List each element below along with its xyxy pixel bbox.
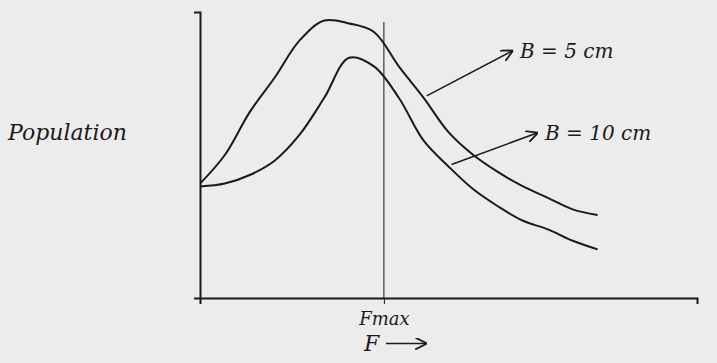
- chart: Fmax B = 5 cm B = 10 cm Population F: [0, 0, 717, 363]
- y-axis: [194, 13, 201, 299]
- guide-line: [383, 22, 384, 298]
- label-arrow: [427, 51, 512, 96]
- series-label: B = 5 cm: [519, 39, 613, 63]
- x-axis-line: [201, 299, 698, 305]
- label-arrow: [452, 133, 538, 164]
- x-tick-mark: [384, 298, 385, 304]
- x-axis-title: F: [363, 331, 380, 356]
- x-axis-arrow: [386, 343, 426, 345]
- curve: [200, 57, 598, 249]
- x-axis: Fmax: [201, 298, 698, 329]
- y-axis-title: Population: [7, 120, 127, 145]
- y-axis-line: [194, 13, 201, 299]
- x-tick: Fmax: [358, 298, 409, 329]
- x-tick-label: Fmax: [358, 308, 409, 329]
- series-label: B = 10 cm: [544, 121, 651, 145]
